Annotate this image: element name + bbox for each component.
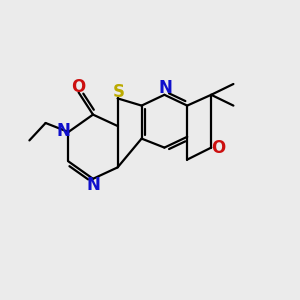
Text: S: S xyxy=(113,83,125,101)
Text: O: O xyxy=(71,78,86,96)
Text: O: O xyxy=(211,139,225,157)
Text: N: N xyxy=(158,79,172,97)
Text: N: N xyxy=(87,176,100,194)
Text: N: N xyxy=(56,122,70,140)
